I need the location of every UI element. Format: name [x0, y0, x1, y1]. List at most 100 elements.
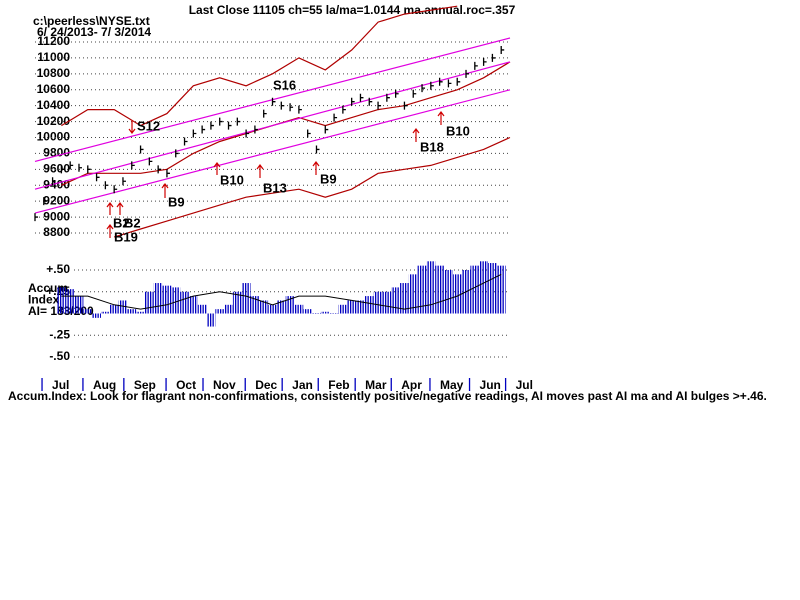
- accum-bar: [426, 261, 436, 314]
- signal-label: B9: [168, 194, 185, 209]
- price-bar: [456, 77, 461, 86]
- x-tick-label: Mar: [365, 378, 387, 392]
- signal-arrow: [312, 161, 320, 175]
- accum-bar: [74, 296, 84, 314]
- price-bar: [263, 109, 267, 118]
- x-tick-label: Oct: [176, 378, 196, 392]
- file-name: c:\peerless\NYSE.txt: [33, 14, 150, 28]
- accum-bar: [162, 285, 172, 314]
- accum-bar: [294, 304, 304, 314]
- accum-bar: [347, 300, 357, 314]
- accum-bar: [153, 283, 163, 314]
- signal-label: B13: [263, 180, 287, 195]
- accum-bar: [435, 265, 445, 314]
- price-bar: [87, 165, 91, 174]
- signal-label: B18: [420, 139, 444, 154]
- price-bar: [315, 145, 320, 154]
- y-tick-label: 11000: [37, 50, 70, 64]
- accum-bar: [197, 304, 207, 314]
- accum-bar: [400, 283, 409, 314]
- price-bar: [368, 97, 373, 106]
- y-tick-label: 11200: [37, 34, 70, 48]
- accum-bar: [382, 291, 392, 314]
- accum-bar: [250, 296, 260, 314]
- price-bar: [157, 165, 162, 174]
- price-bar: [271, 97, 276, 106]
- accum-bar: [144, 291, 154, 314]
- price-bar: [122, 177, 126, 186]
- price-bar: [447, 79, 452, 88]
- price-bar: [183, 137, 188, 146]
- y-tick-label: 9800: [43, 146, 70, 160]
- signal-arrow: [412, 128, 420, 142]
- price-bar: [104, 181, 109, 190]
- signal-label: B9: [320, 171, 337, 186]
- axis-label: Index: [28, 293, 60, 307]
- price-bar: [113, 185, 118, 194]
- signal-arrow: [213, 162, 221, 175]
- x-tick-label: Jul: [516, 378, 533, 392]
- y-tick-label: 9200: [43, 193, 70, 207]
- x-tick-label: Jun: [480, 378, 501, 392]
- price-bar: [377, 101, 382, 110]
- y-tick-label: -.50: [49, 349, 70, 363]
- price-bar: [227, 121, 232, 130]
- accum-bar: [373, 291, 383, 314]
- x-tick-label: Feb: [328, 378, 349, 392]
- y-tick-label: 9400: [43, 177, 70, 191]
- signal-arrow: [161, 183, 169, 198]
- accum-bar: [356, 300, 365, 314]
- price-bar: [342, 105, 346, 114]
- accum-bar: [338, 304, 348, 314]
- accum-bar: [268, 304, 277, 314]
- accum-bar: [488, 263, 497, 314]
- x-tick-label: Nov: [213, 378, 236, 392]
- price-bar: [60, 165, 65, 174]
- y-tick-label: 10000: [37, 130, 71, 144]
- price-bar: [95, 173, 100, 182]
- price-bar: [69, 161, 74, 170]
- accum-bar: [391, 287, 401, 314]
- price-bar: [51, 177, 56, 186]
- price-bar: [289, 103, 294, 112]
- accum-bar: [408, 274, 418, 314]
- x-tick-label: Apr: [401, 378, 422, 392]
- y-tick-label: 9600: [43, 162, 70, 176]
- price-bar: [394, 89, 399, 98]
- accum-bar: [109, 304, 119, 314]
- y-tick-label: 10200: [37, 114, 71, 128]
- price-bar: [131, 161, 135, 170]
- price-bar: [491, 53, 496, 62]
- price-bar: [219, 117, 223, 126]
- x-tick-label: Dec: [255, 378, 277, 392]
- accum-bar: [452, 274, 462, 314]
- accum-bar: [303, 309, 313, 314]
- y-tick-label: 8800: [43, 225, 70, 239]
- price-bar: [307, 129, 311, 138]
- price-bar: [192, 129, 197, 138]
- accum-bar: [479, 261, 489, 314]
- date-range: 6/ 24/2013- 7/ 3/2014: [37, 25, 151, 39]
- chart-title: Last Close 11105 ch=55 la/ma=1.0144 ma.a…: [189, 3, 516, 17]
- accum-bar: [171, 287, 181, 314]
- accum-bar: [127, 309, 137, 314]
- signal-label: B10: [220, 172, 244, 187]
- price-bar: [245, 129, 250, 138]
- accum-bar: [259, 300, 269, 314]
- price-bar: [210, 121, 214, 130]
- signal-label: S12: [137, 118, 160, 133]
- accum-bar: [470, 265, 480, 314]
- signal-arrow: [116, 202, 124, 215]
- x-tick-label: Aug: [93, 378, 116, 392]
- price-bar: [500, 45, 505, 54]
- price-bar: [139, 145, 144, 154]
- accum-bar: [364, 296, 374, 314]
- x-tick-label: Sep: [134, 378, 156, 392]
- accum-bar: [312, 313, 321, 314]
- accum-bar: [224, 304, 233, 314]
- signal-arrow: [128, 120, 136, 134]
- price-bar: [403, 101, 408, 110]
- price-bar: [148, 157, 153, 166]
- price-bar: [421, 84, 426, 93]
